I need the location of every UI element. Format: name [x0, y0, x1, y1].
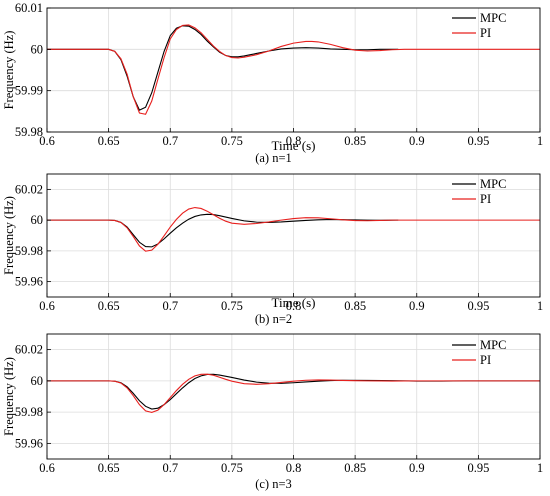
- x-tick-label: 0.75: [221, 461, 243, 475]
- legend-label-mpc: MPC: [480, 11, 506, 25]
- y-tick-label: 59.96: [15, 436, 43, 450]
- chart-panel-3: 0.6 0.65 0.7 0.75 0.8 0.85 0.9 0.95 1 59.96 59.98 6…: [2, 333, 543, 491]
- panel-caption: (b) n=2: [255, 312, 292, 326]
- series-line-pi: [47, 373, 540, 414]
- x-tick-label: 0.7: [162, 134, 178, 148]
- legend-label-mpc: MPC: [480, 338, 506, 352]
- legend-label-pi: PI: [480, 353, 491, 367]
- x-tick-label: 1: [537, 461, 543, 475]
- x-tick-label: 0.65: [98, 299, 120, 313]
- legend-label-pi: PI: [480, 192, 491, 206]
- x-tick-label: 0.75: [221, 134, 243, 148]
- y-axis-label: Frequency (Hz): [2, 196, 16, 275]
- x-tick-label: 1: [537, 299, 543, 313]
- y-tick-label: 60.01: [15, 1, 43, 15]
- y-tick-label: 60.02: [15, 343, 43, 357]
- x-tick-label: 0.85: [344, 134, 366, 148]
- y-tick-label: 59.96: [15, 275, 43, 289]
- y-tick-label: 60: [31, 374, 44, 388]
- x-tick-label: 0.6: [39, 299, 55, 313]
- panel-caption: (c) n=3: [255, 477, 292, 491]
- series-line-pi: [47, 24, 540, 115]
- x-tick-label: 0.9: [409, 299, 425, 313]
- y-tick-label: 60: [31, 213, 44, 227]
- x-tick-label: 0.8: [286, 134, 302, 148]
- panel-caption: (a) n=1: [255, 151, 292, 165]
- x-tick-label: 0.9: [409, 134, 425, 148]
- x-axis-label: Time (s): [272, 138, 316, 153]
- x-tick-label: 0.85: [344, 299, 366, 313]
- x-tick-label: 0.8: [286, 299, 302, 313]
- y-tick-label: 59.98: [15, 244, 43, 258]
- y-tick-label: 60: [31, 42, 44, 56]
- y-tick-label: 59.98: [15, 405, 43, 419]
- x-tick-label: 0.65: [98, 134, 120, 148]
- x-tick-label: 0.6: [39, 461, 55, 475]
- series-line-mpc: [47, 213, 399, 248]
- x-tick-label: 0.7: [162, 299, 178, 313]
- x-tick-label: 0.8: [286, 461, 302, 475]
- x-tick-label: 0.65: [98, 461, 120, 475]
- legend-label-mpc: MPC: [480, 177, 506, 191]
- y-tick-label: 60.02: [15, 182, 43, 196]
- y-tick-label: 59.98: [15, 125, 43, 139]
- legend-label-pi: PI: [480, 26, 491, 40]
- y-tick-label: 59.99: [15, 84, 43, 98]
- x-tick-label: 0.85: [344, 461, 366, 475]
- x-tick-label: 0.9: [409, 461, 425, 475]
- x-tick-label: 0.95: [467, 134, 489, 148]
- x-axis-label: Time (s): [272, 295, 316, 310]
- x-tick-label: 0.95: [467, 299, 489, 313]
- x-tick-label: 0.95: [467, 461, 489, 475]
- y-axis-label: Frequency (Hz): [2, 31, 16, 110]
- x-tick-label: 1: [537, 134, 543, 148]
- series-line-mpc: [47, 25, 399, 111]
- series-line-pi: [47, 206, 540, 252]
- chart-panel-1: 0.6 0.65 0.7 0.75 0.8 0.85 0.9 0.95 1 59.98 59.99 6…: [2, 1, 543, 165]
- y-axis-label: Frequency (Hz): [2, 357, 16, 436]
- chart-panel-2: 0.6 0.65 0.7 0.75 0.8 0.85 0.9 0.95 1 59.96 59.98 6…: [2, 173, 543, 326]
- x-tick-label: 0.75: [221, 299, 243, 313]
- x-tick-label: 0.6: [39, 134, 55, 148]
- x-tick-label: 0.7: [162, 461, 178, 475]
